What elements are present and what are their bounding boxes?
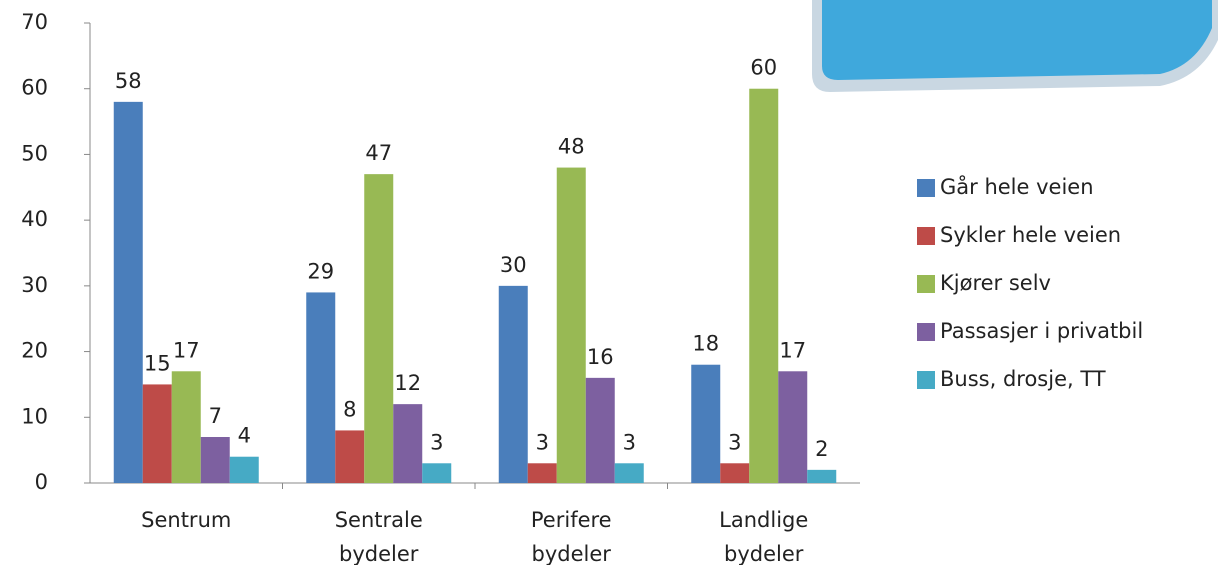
data-label: 3 (728, 430, 741, 454)
legend-swatch (917, 179, 935, 197)
bar (720, 463, 749, 483)
legend-swatch (917, 323, 935, 341)
data-label: 17 (173, 338, 200, 362)
data-label: 3 (536, 430, 549, 454)
y-tick-label: 10 (21, 404, 48, 428)
bar (691, 365, 720, 483)
legend-label: Buss, drosje, TT (940, 367, 1106, 391)
legend-swatch (917, 275, 935, 293)
data-label: 48 (558, 135, 585, 159)
legend-label: Sykler hele veien (940, 223, 1121, 247)
chart: 010203040506070Sentrum58151774Sentraleby… (0, 0, 1218, 565)
y-tick-label: 0 (35, 470, 48, 494)
data-label: 3 (430, 430, 443, 454)
bar (586, 378, 615, 483)
bar (615, 463, 644, 483)
y-tick-label: 50 (21, 141, 48, 165)
data-label: 12 (394, 371, 421, 395)
y-tick-label: 60 (21, 76, 48, 100)
decorative-banner (812, 0, 1218, 92)
legend-label: Går hele veien (940, 174, 1094, 199)
bar (172, 371, 201, 483)
legend-swatch (917, 227, 935, 245)
data-label: 15 (144, 351, 171, 375)
bar (422, 463, 451, 483)
banner-image (822, 0, 1212, 80)
data-label: 30 (500, 253, 527, 277)
data-label: 18 (692, 332, 719, 356)
bar (114, 102, 143, 483)
bar (557, 168, 586, 483)
data-label: 16 (587, 345, 614, 369)
x-tick-label: Sentrum (141, 508, 231, 532)
legend-swatch (917, 371, 935, 389)
bar (778, 371, 807, 483)
bar (201, 437, 230, 483)
data-label: 29 (307, 259, 334, 283)
data-label: 60 (750, 56, 777, 80)
data-label: 3 (623, 430, 636, 454)
bar (143, 384, 172, 483)
y-tick-label: 70 (21, 10, 48, 34)
bar (393, 404, 422, 483)
bar (364, 174, 393, 483)
bar (528, 463, 557, 483)
bar (749, 89, 778, 483)
data-label: 2 (815, 437, 828, 461)
bar (230, 457, 259, 483)
y-tick-label: 40 (21, 207, 48, 231)
bar (335, 430, 364, 483)
bar (807, 470, 836, 483)
bar (499, 286, 528, 483)
legend-label: Kjører selv (940, 271, 1051, 295)
data-label: 7 (209, 404, 222, 428)
y-tick-label: 20 (21, 339, 48, 363)
data-label: 4 (238, 424, 251, 448)
y-tick-label: 30 (21, 273, 48, 297)
data-label: 17 (779, 338, 806, 362)
bar (306, 292, 335, 483)
data-label: 58 (115, 69, 142, 93)
data-label: 47 (365, 141, 392, 165)
data-label: 8 (343, 397, 356, 421)
legend-label: Passasjer i privatbil (940, 319, 1143, 343)
